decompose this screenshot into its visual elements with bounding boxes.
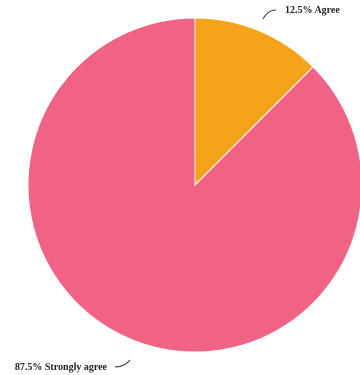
leader-line-strongly-agree <box>114 359 131 368</box>
leader-line-agree <box>262 9 277 20</box>
pie-slice-strongly-agree <box>27 17 360 353</box>
pie-labels: 12.5% Agree 87.5% Strongly agree <box>15 5 340 373</box>
slice-label-strongly-agree: 87.5% Strongly agree <box>15 362 108 373</box>
pie-slices <box>27 17 360 353</box>
pie-slice-agree <box>194 17 314 187</box>
slice-label-agree: 12.5% Agree <box>285 5 340 16</box>
